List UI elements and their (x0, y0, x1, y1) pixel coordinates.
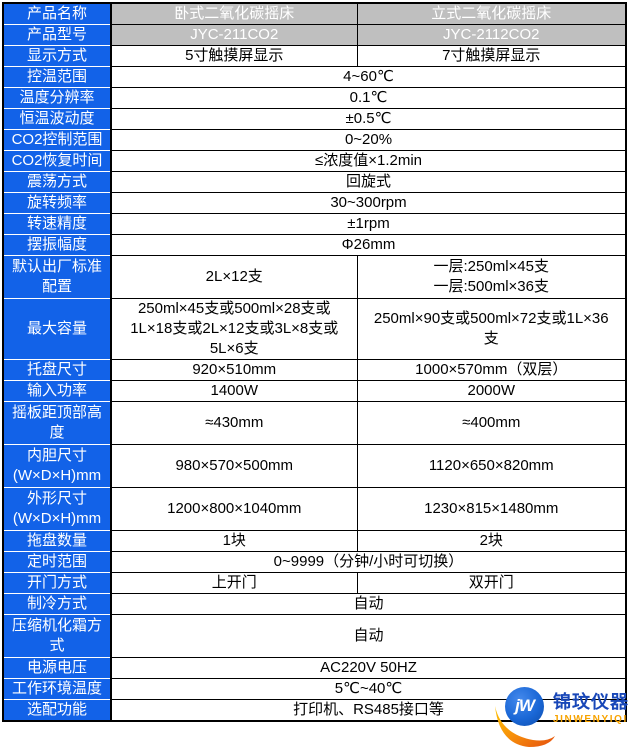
logo-monogram: jW (515, 695, 535, 715)
row-label: 控温范围 (3, 66, 112, 88)
row-co2-control-range: CO2控制范围 0~20% (3, 129, 627, 151)
row-power-supply: 电源电压 AC220V 50HZ (3, 657, 627, 679)
value-cell-merged: ±0.5℃ (110, 108, 627, 130)
value-cell-right: 双开门 (356, 572, 627, 594)
value-cell-left: ≈430mm (110, 401, 358, 445)
value-cell-right: 1120×650×820mm (356, 444, 627, 488)
row-rotation-frequency: 旋转频率 30~300rpm (3, 192, 627, 214)
value-cell-merged: 0.1℃ (110, 87, 627, 109)
row-chamber-size: 内胆尺寸 (W×D×H)mm 980×570×500mm 1120×650×82… (3, 444, 627, 488)
value-cell-left: 1200×800×1040mm (110, 487, 358, 531)
row-max-capacity: 最大容量 250ml×45支或500ml×28支或 1L×18支或2L×12支或… (3, 298, 627, 360)
row-label: 摇板距顶部高 度 (3, 401, 112, 445)
row-label: 定时范围 (3, 551, 112, 573)
row-label: 显示方式 (3, 45, 112, 67)
value-cell-left: 2L×12支 (110, 255, 358, 299)
value-cell-merged: 自动 (110, 593, 627, 615)
row-co2-recovery-time: CO2恢复时间 ≤浓度值×1.2min (3, 150, 627, 172)
value-cell-left: 1块 (110, 530, 358, 552)
value-cell-right: 2000W (356, 380, 627, 402)
row-label: 工作环境温度 (3, 678, 112, 700)
row-label: 默认出厂标准 配置 (3, 255, 112, 299)
row-label: 托盘尺寸 (3, 359, 112, 381)
row-label: 温度分辨率 (3, 87, 112, 109)
row-label: CO2恢复时间 (3, 150, 112, 172)
row-label: 电源电压 (3, 657, 112, 679)
row-label: 恒温波动度 (3, 108, 112, 130)
row-working-env-temp: 工作环境温度 5℃~40℃ (3, 678, 627, 700)
row-tray-count: 拖盘数量 1块 2块 (3, 530, 627, 552)
row-label: 转速精度 (3, 213, 112, 235)
value-cell-merged: 4~60℃ (110, 66, 627, 88)
value-cell-right: 立式二氧化碳摇床 (356, 2, 627, 25)
value-cell-left: 250ml×45支或500ml×28支或 1L×18支或2L×12支或3L×8支… (110, 298, 358, 360)
row-label: 拖盘数量 (3, 530, 112, 552)
logo-company-name-en: JINWENYIQI (553, 714, 628, 725)
row-label: 压缩机化霜方 式 (3, 614, 112, 658)
value-cell-merged: 30~300rpm (110, 192, 627, 214)
value-cell-merged: 5℃~40℃ (110, 678, 627, 700)
row-product-name: 产品名称 卧式二氧化碳摇床 立式二氧化碳摇床 (3, 2, 627, 25)
row-tray-size: 托盘尺寸 920×510mm 1000×570mm（双层） (3, 359, 627, 381)
row-label: 摆振幅度 (3, 234, 112, 256)
value-cell-merged: Φ26mm (110, 234, 627, 256)
jinwen-logo: jW 锦玟仪器 JINWENYIQI (493, 684, 629, 748)
row-shaking-mode: 震荡方式 回旋式 (3, 171, 627, 193)
row-label: 产品名称 (3, 2, 112, 25)
logo-company-name-cn: 锦玟仪器 (553, 692, 629, 712)
row-door-type: 开门方式 上开门 双开门 (3, 572, 627, 594)
row-cooling-mode: 制冷方式 自动 (3, 593, 627, 615)
value-cell-right: 1230×815×1480mm (356, 487, 627, 531)
row-board-top-clearance: 摇板距顶部高 度 ≈430mm ≈400mm (3, 401, 627, 445)
row-label: 选配功能 (3, 699, 112, 722)
value-cell-merged: 0~20% (110, 129, 627, 151)
row-display-type: 显示方式 5寸触摸屏显示 7寸触摸屏显示 (3, 45, 627, 67)
row-product-model: 产品型号 JYC-211CO2 JYC-2112CO2 (3, 24, 627, 46)
value-cell-right: 1000×570mm（双层） (356, 359, 627, 381)
row-label: 旋转频率 (3, 192, 112, 214)
value-cell-merged: 回旋式 (110, 171, 627, 193)
row-temp-resolution: 温度分辨率 0.1℃ (3, 87, 627, 109)
logo-jw-circle-icon: jW (505, 687, 544, 726)
row-input-power: 输入功率 1400W 2000W (3, 380, 627, 402)
value-cell-left: 5寸触摸屏显示 (110, 45, 358, 67)
value-cell-left: JYC-211CO2 (110, 24, 358, 46)
row-label: 震荡方式 (3, 171, 112, 193)
value-cell-merged: 自动 (110, 614, 627, 658)
row-label: 产品型号 (3, 24, 112, 46)
row-compressor-defrost-mode: 压缩机化霜方 式 自动 (3, 614, 627, 658)
value-cell-right: ≈400mm (356, 401, 627, 445)
row-label: 制冷方式 (3, 593, 112, 615)
row-label: CO2控制范围 (3, 129, 112, 151)
value-cell-right: JYC-2112CO2 (356, 24, 627, 46)
value-cell-left: 980×570×500mm (110, 444, 358, 488)
row-temp-fluctuation: 恒温波动度 ±0.5℃ (3, 108, 627, 130)
value-cell-right: 250ml×90支或500ml×72支或1L×36 支 (356, 298, 627, 360)
row-overall-size: 外形尺寸 (W×D×H)mm 1200×800×1040mm 1230×815×… (3, 487, 627, 531)
row-label: 开门方式 (3, 572, 112, 594)
row-timer-range: 定时范围 0~9999（分钟/小时可切换） (3, 551, 627, 573)
product-spec-table: 产品名称 卧式二氧化碳摇床 立式二氧化碳摇床 产品型号 JYC-211CO2 J… (2, 2, 627, 722)
row-orbit-diameter: 摆振幅度 Φ26mm (3, 234, 627, 256)
row-label: 外形尺寸 (W×D×H)mm (3, 487, 112, 531)
value-cell-left: 1400W (110, 380, 358, 402)
value-cell-merged: AC220V 50HZ (110, 657, 627, 679)
value-cell-left: 上开门 (110, 572, 358, 594)
value-cell-left: 卧式二氧化碳摇床 (110, 2, 358, 25)
logo-swoosh-icon (495, 706, 555, 747)
row-temp-range: 控温范围 4~60℃ (3, 66, 627, 88)
value-cell-right: 一层:250ml×45支 一层:500ml×36支 (356, 255, 627, 299)
value-cell-merged: 0~9999（分钟/小时可切换） (110, 551, 627, 573)
value-cell-merged: ±1rpm (110, 213, 627, 235)
value-cell-merged: ≤浓度值×1.2min (110, 150, 627, 172)
value-cell-right: 7寸触摸屏显示 (356, 45, 627, 67)
row-label: 输入功率 (3, 380, 112, 402)
row-default-config: 默认出厂标准 配置 2L×12支 一层:250ml×45支 一层:500ml×3… (3, 255, 627, 299)
value-cell-left: 920×510mm (110, 359, 358, 381)
row-label: 最大容量 (3, 298, 112, 360)
value-cell-right: 2块 (356, 530, 627, 552)
row-speed-accuracy: 转速精度 ±1rpm (3, 213, 627, 235)
row-label: 内胆尺寸 (W×D×H)mm (3, 444, 112, 488)
